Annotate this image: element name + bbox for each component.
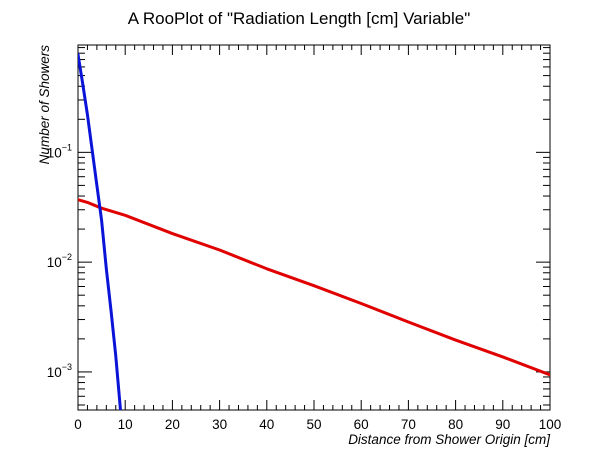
x-tick-label: 80 [448,417,463,432]
y-axis-title: Number of Showers [37,45,52,165]
x-tick-label: 10 [118,417,133,432]
series-line-2 [78,52,122,410]
y-tick-label: 10−3 [47,362,72,380]
y-tick-label: 10−2 [47,252,72,270]
chart-title: A RooPlot of "Radiation Length [cm] Vari… [128,9,471,28]
x-axis-title: Distance from Shower Origin [cm] [348,432,551,447]
tick-labels: 0 10 20 30 40 50 60 70 80 90 100 10−1 10−2 10−3 [47,142,562,432]
x-tick-label: 50 [306,417,321,432]
x-tick-label: 40 [259,417,274,432]
plot-frame [77,44,551,411]
series-layer [78,52,550,410]
x-tick-label: 60 [354,417,369,432]
series-line-1 [78,198,550,377]
y-tick-label: 10−1 [47,142,72,160]
x-tick-label: 100 [539,417,562,432]
x-tick-label: 20 [165,417,180,432]
x-tick-label: 70 [401,417,416,432]
x-tick-label: 90 [495,417,510,432]
x-tick-label: 30 [212,417,227,432]
x-tick-label: 0 [74,417,82,432]
axis-ticks [77,45,551,410]
